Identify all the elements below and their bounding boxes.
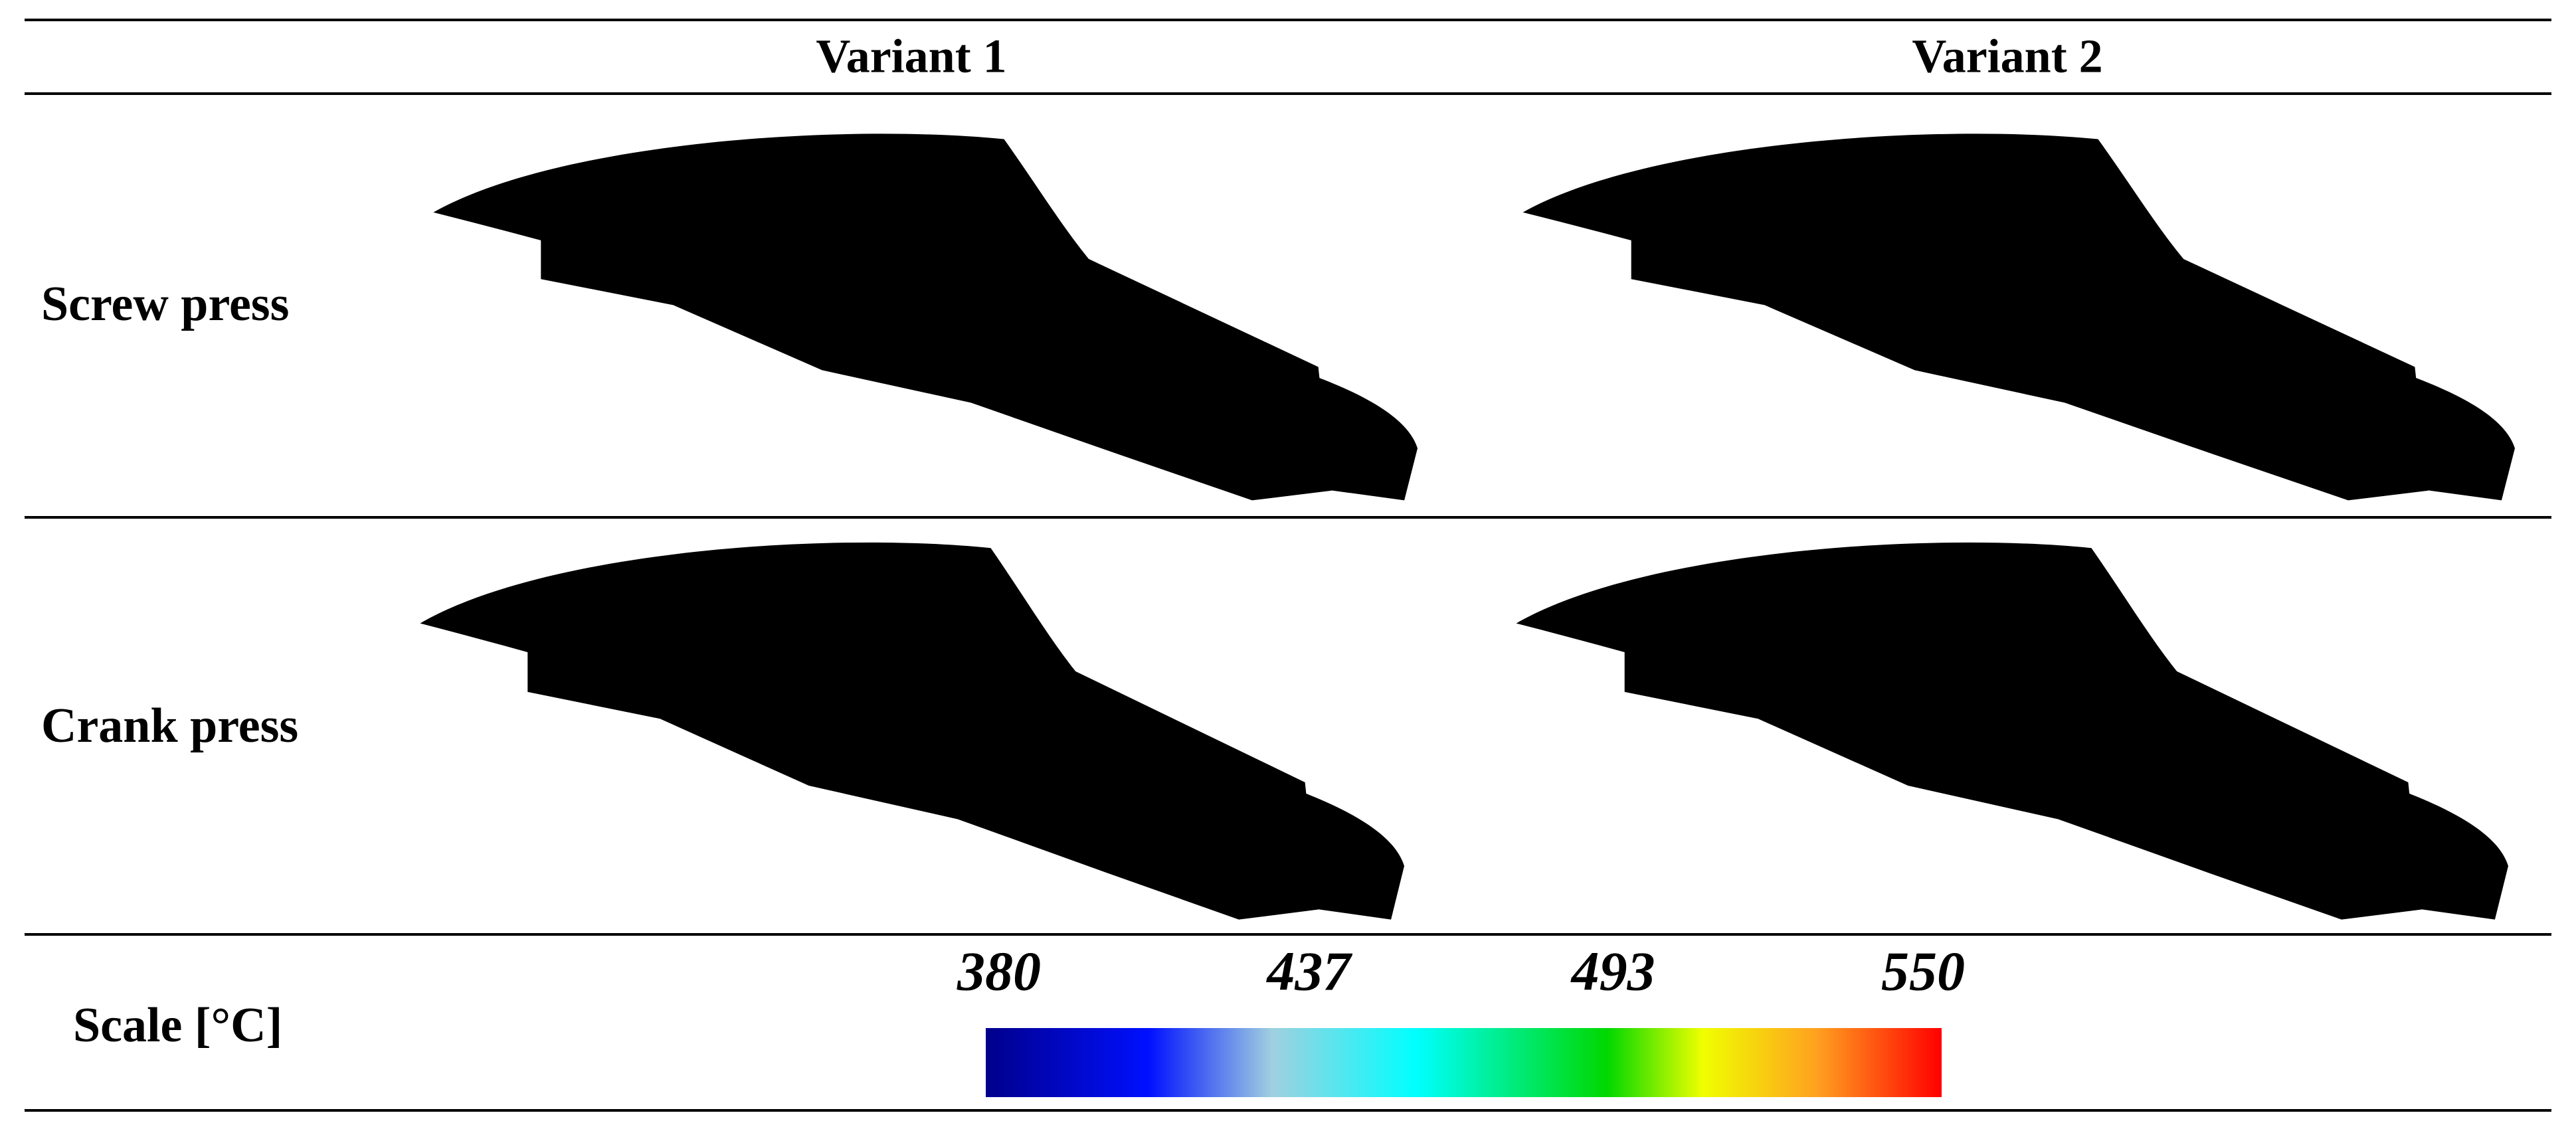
row-label: Screw press [41,277,289,331]
scale-tick-label: 380 [957,940,1041,1002]
row-label: Scale [°C] [73,998,282,1053]
scale-tick-label: 437 [1265,940,1352,1002]
simulation-image [1516,542,2508,920]
column-header: Variant 2 [1912,30,2102,83]
row-label: Crank press [41,699,298,753]
simulation-image [420,542,1405,920]
simulation-image [433,133,1418,501]
simulation-image [1522,133,2515,501]
column-header: Variant 1 [816,30,1006,83]
color-bar [986,1028,1942,1097]
scale-tick-label: 493 [1570,940,1655,1002]
scale-tick-label: 550 [1881,940,1965,1002]
